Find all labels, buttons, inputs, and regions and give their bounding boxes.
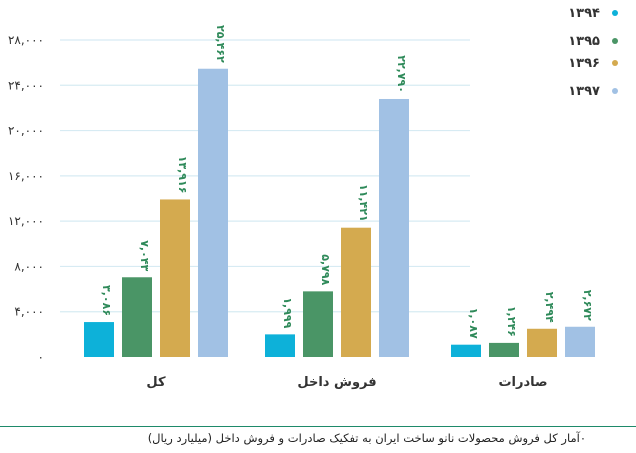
gridlines (60, 39, 470, 313)
legend-marker (612, 60, 618, 66)
data-label: ۷,۰۴۳ (138, 240, 151, 271)
caption-text: ۰آمار کل فروش محصولات نانو ساخت ایران به… (147, 431, 586, 445)
data-label: ۵,۷۹۸ (319, 254, 332, 285)
y-tick-label: ۰ (38, 350, 44, 364)
bar (451, 344, 481, 357)
bar (84, 322, 114, 357)
bar (122, 277, 152, 357)
y-tick-label: ۴,۰۰۰ (14, 305, 44, 319)
bar (527, 328, 557, 357)
data-label: ۱,۲۴۶ (505, 306, 518, 337)
legend-label: ۱۳۹۷ (568, 84, 600, 99)
bar (489, 342, 519, 357)
legend-marker (612, 88, 618, 94)
bar (341, 227, 371, 357)
x-axis: کل فروش داخل صادرات (146, 375, 547, 390)
x-tick-label: فروش داخل (297, 375, 376, 390)
data-label: ۳,۰۸۶ (100, 285, 113, 316)
bars (84, 68, 595, 357)
figure-caption: ۰آمار کل فروش محصولات نانو ساخت ایران به… (0, 426, 636, 453)
x-tick-label: کل (146, 375, 166, 390)
data-label: ۱۱,۴۲۱ (357, 184, 370, 222)
legend: ۱۳۹۴ ۱۳۹۵ ۱۳۹۶ ۱۳۹۷ (568, 6, 618, 99)
bar (198, 68, 228, 357)
legend-label: ۱۳۹۴ (568, 6, 600, 21)
y-tick-label: ۱۶,۰۰۰ (8, 169, 44, 183)
data-label: ۱,۹۹۹ (281, 297, 294, 328)
data-label: ۲,۴۹۴ (543, 292, 556, 323)
legend-marker (612, 10, 618, 16)
y-axis: ۰ ۴,۰۰۰ ۸,۰۰۰ ۱۲,۰۰۰ ۱۶,۰۰۰ ۲۰,۰۰۰ ۲۴,۰۰۰ ۲۸,۰۰… (8, 33, 44, 364)
data-label: ۱۳,۹۱۶ (176, 156, 189, 194)
legend-marker (612, 38, 618, 44)
y-tick-label: ۸,۰۰۰ (14, 259, 44, 273)
data-label: ۲,۶۷۲ (581, 290, 594, 321)
bar (265, 334, 295, 357)
value-labels: ۳,۰۸۶ ۱,۹۹۹ ۱,۰۸۷ ۷,۰۴۳ ۵,۷۹۸ ۱,۲۴۶ ۱۳,۹۱۶ ۱۱,۴… (100, 25, 594, 339)
bar (379, 98, 409, 357)
y-tick-label: ۲۸,۰۰۰ (8, 33, 44, 47)
data-label: ۲۵,۴۶۲ (214, 25, 227, 63)
legend-label: ۱۳۹۶ (568, 56, 600, 71)
data-label: ۲۲,۷۹۰ (395, 55, 408, 93)
bar-chart: ۰ ۴,۰۰۰ ۸,۰۰۰ ۱۲,۰۰۰ ۱۶,۰۰۰ ۲۰,۰۰۰ ۲۴,۰۰۰ ۲۸,۰۰… (8, 6, 618, 390)
bar (303, 291, 333, 357)
legend-label: ۱۳۹۵ (568, 34, 600, 49)
y-tick-label: ۲۰,۰۰۰ (8, 124, 44, 138)
y-tick-label: ۲۴,۰۰۰ (8, 78, 44, 92)
data-label: ۱,۰۸۷ (467, 308, 480, 339)
bar (565, 326, 595, 357)
x-tick-label: صادرات (498, 375, 547, 390)
bar (160, 199, 190, 357)
y-tick-label: ۱۲,۰۰۰ (8, 214, 44, 228)
